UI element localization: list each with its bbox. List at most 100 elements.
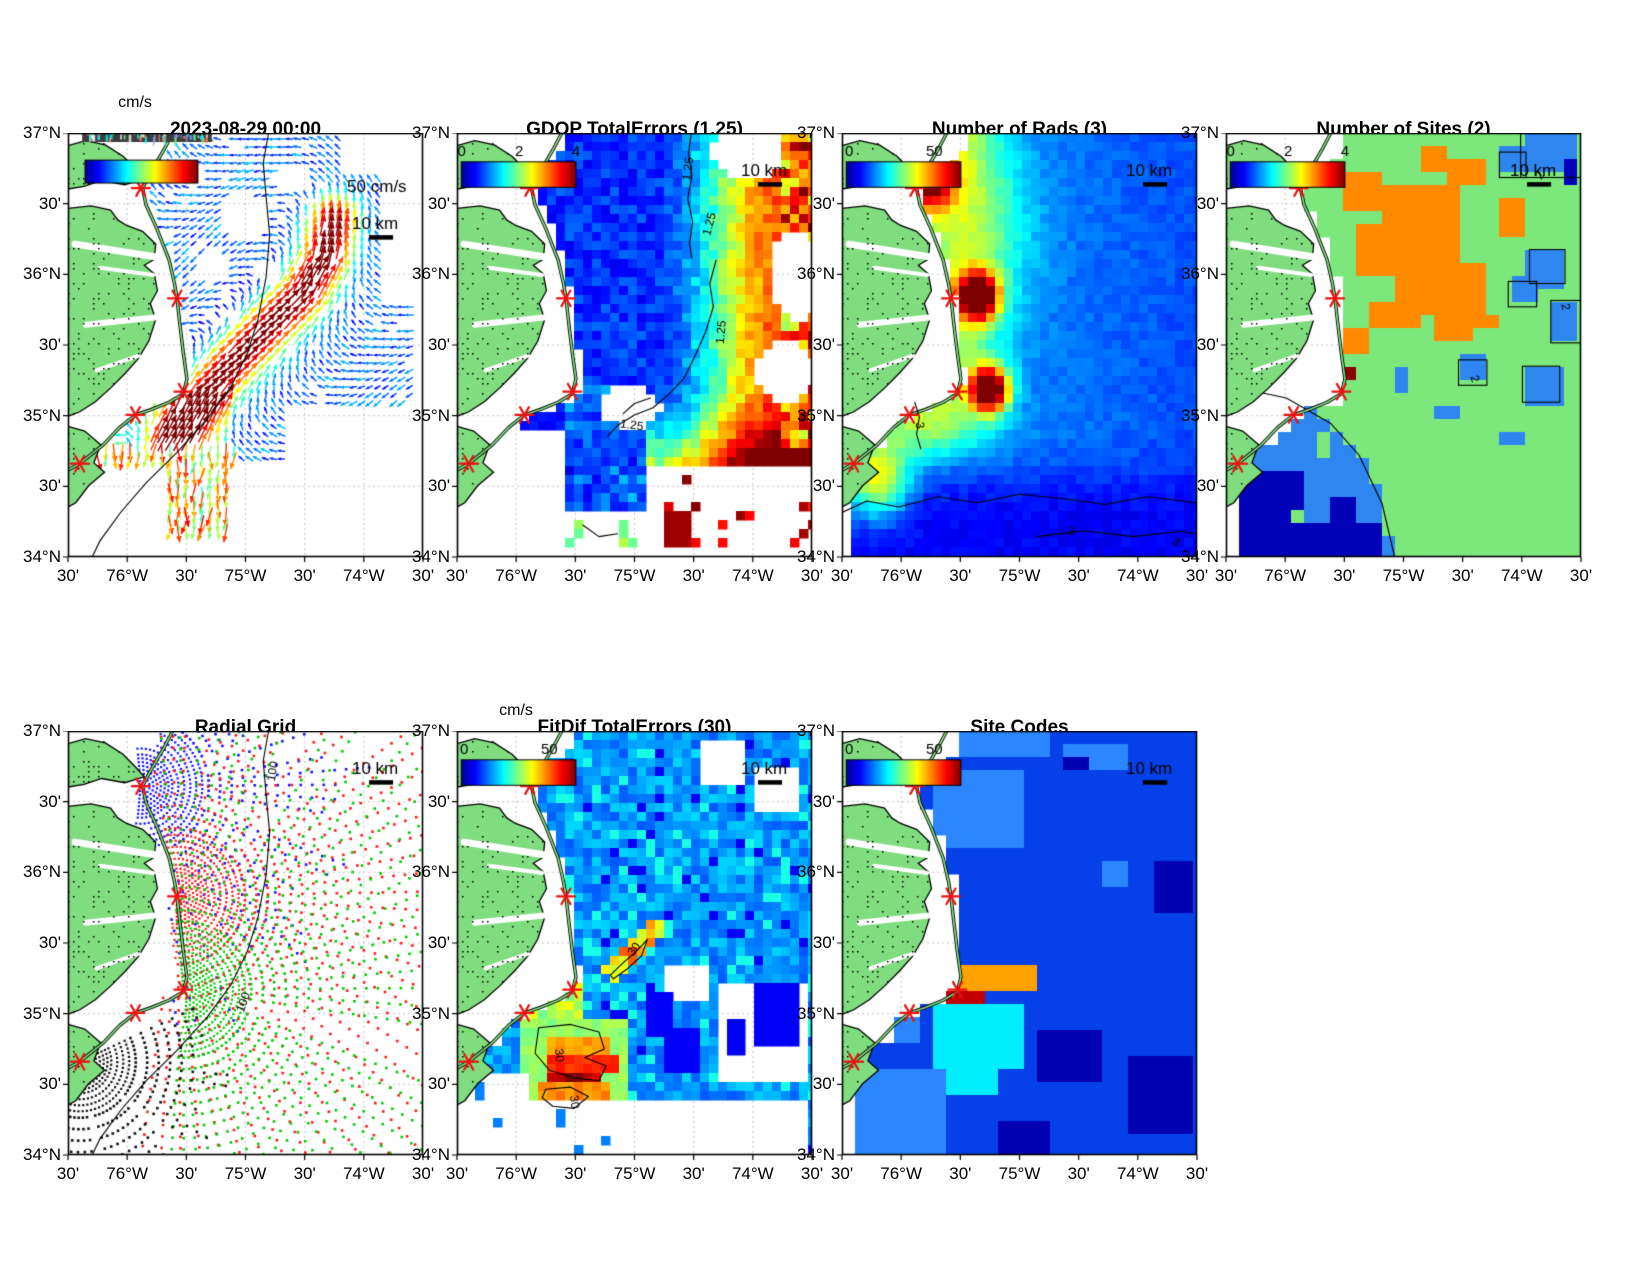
lon-tick-label: 74°W [342, 566, 385, 585]
lat-tick-label: 37°N [797, 123, 835, 142]
lat-tick-label: 35°N [797, 405, 835, 425]
lon-tick-label: 30' [1067, 566, 1090, 585]
lon-tick-label: 30' [682, 566, 705, 585]
lat-tick-label: 35°N [23, 405, 61, 425]
lon-tick-label: 30' [175, 1164, 198, 1183]
lon-tick-label: 76°W [880, 1164, 923, 1183]
number-of-sites-map-canvas [1220, 133, 1587, 565]
colorbar-units-label: cm/s [499, 702, 533, 719]
lat-tick-label: 30' [38, 933, 61, 952]
lat-tick-label: 36°N [1181, 264, 1219, 284]
lat-tick-label: 30' [812, 193, 835, 213]
lon-tick-label: 76°W [106, 1164, 149, 1183]
lon-tick-label: 74°W [342, 1164, 385, 1183]
lon-tick-label: 30' [1451, 566, 1474, 585]
lat-tick-label: 35°N [797, 1003, 835, 1023]
lat-tick-label: 35°N [412, 1003, 450, 1023]
lon-tick-label: 30' [830, 566, 854, 585]
lon-tick-label: 30' [411, 566, 435, 585]
lon-tick-label: 30' [800, 566, 824, 585]
lat-tick-label: 30' [427, 476, 450, 496]
lat-tick-label: 34°N [23, 1145, 61, 1164]
lat-tick-label: 36°N [412, 862, 450, 882]
lon-tick-label: 76°W [495, 566, 538, 585]
lat-tick-label: 30' [427, 933, 450, 952]
lat-tick-label: 34°N [1181, 547, 1219, 566]
lon-tick-label: 30' [682, 1164, 705, 1183]
lat-tick-label: 35°N [412, 405, 450, 425]
lon-tick-label: 30' [1214, 566, 1238, 585]
lon-tick-label: 74°W [731, 1164, 774, 1183]
lat-tick-label: 30' [38, 476, 61, 496]
lon-tick-label: 75°W [224, 566, 267, 585]
lon-tick-label: 30' [830, 1164, 854, 1183]
lon-tick-label: 30' [56, 566, 80, 585]
lat-tick-label: 30' [427, 1074, 450, 1094]
lat-tick-label: 30' [812, 335, 835, 354]
lon-tick-label: 76°W [106, 566, 149, 585]
lat-tick-label: 36°N [797, 862, 835, 882]
site-codes-map-canvas [836, 731, 1203, 1163]
lon-tick-label: 30' [564, 1164, 587, 1183]
lon-tick-label: 30' [175, 566, 198, 585]
lat-tick-label: 30' [812, 1074, 835, 1094]
lat-tick-label: 34°N [797, 547, 835, 566]
lat-tick-label: 30' [38, 335, 61, 354]
lat-tick-label: 30' [812, 791, 835, 811]
lon-tick-label: 30' [411, 1164, 435, 1183]
lon-tick-label: 74°W [731, 566, 774, 585]
lon-tick-label: 30' [1185, 1164, 1209, 1183]
colorbar-units-label: cm/s [118, 94, 152, 111]
lat-tick-label: 37°N [412, 721, 450, 740]
lon-tick-label: 75°W [998, 1164, 1041, 1183]
lat-tick-label: 36°N [797, 264, 835, 284]
lat-tick-label: 30' [812, 933, 835, 952]
lon-tick-label: 75°W [613, 1164, 656, 1183]
lat-tick-label: 37°N [23, 721, 61, 740]
lon-tick-label: 74°W [1116, 1164, 1159, 1183]
lon-tick-label: 74°W [1116, 566, 1159, 585]
lat-tick-label: 37°N [412, 123, 450, 142]
lat-tick-label: 30' [38, 193, 61, 213]
lat-tick-label: 30' [38, 791, 61, 811]
lon-tick-label: 75°W [613, 566, 656, 585]
lon-tick-label: 76°W [495, 1164, 538, 1183]
lat-tick-label: 30' [1196, 476, 1219, 496]
lon-tick-label: 30' [445, 566, 469, 585]
lon-tick-label: 30' [1067, 1164, 1090, 1183]
lon-tick-label: 30' [564, 566, 587, 585]
lat-tick-label: 30' [812, 476, 835, 496]
lat-tick-label: 35°N [1181, 405, 1219, 425]
lon-tick-label: 30' [1185, 566, 1209, 585]
fitdif-map-canvas [451, 731, 818, 1163]
gdop-map-canvas [451, 133, 818, 565]
lat-tick-label: 34°N [412, 547, 450, 566]
lat-tick-label: 30' [38, 1074, 61, 1094]
lat-tick-label: 30' [1196, 193, 1219, 213]
lat-tick-label: 34°N [412, 1145, 450, 1164]
lat-tick-label: 30' [427, 193, 450, 213]
lon-tick-label: 30' [949, 1164, 972, 1183]
lat-tick-label: 36°N [23, 862, 61, 882]
lon-tick-label: 30' [800, 1164, 824, 1183]
lon-tick-label: 75°W [1382, 566, 1425, 585]
lat-tick-label: 34°N [797, 1145, 835, 1164]
lat-tick-label: 36°N [412, 264, 450, 284]
lon-tick-label: 76°W [1264, 566, 1307, 585]
surface-currents-map-canvas [62, 133, 429, 565]
lat-tick-label: 30' [427, 791, 450, 811]
lat-tick-label: 35°N [23, 1003, 61, 1023]
lat-tick-label: 34°N [23, 547, 61, 566]
radial-grid-map-canvas [62, 731, 429, 1163]
lat-tick-label: 36°N [23, 264, 61, 284]
lat-tick-label: 37°N [23, 123, 61, 142]
number-of-rads-map-canvas [836, 133, 1203, 565]
lon-tick-label: 30' [1569, 566, 1593, 585]
lat-tick-label: 37°N [1181, 123, 1219, 142]
lon-tick-label: 30' [445, 1164, 469, 1183]
lon-tick-label: 30' [293, 1164, 316, 1183]
lon-tick-label: 30' [56, 1164, 80, 1183]
lon-tick-label: 74°W [1500, 566, 1543, 585]
lon-tick-label: 75°W [224, 1164, 267, 1183]
